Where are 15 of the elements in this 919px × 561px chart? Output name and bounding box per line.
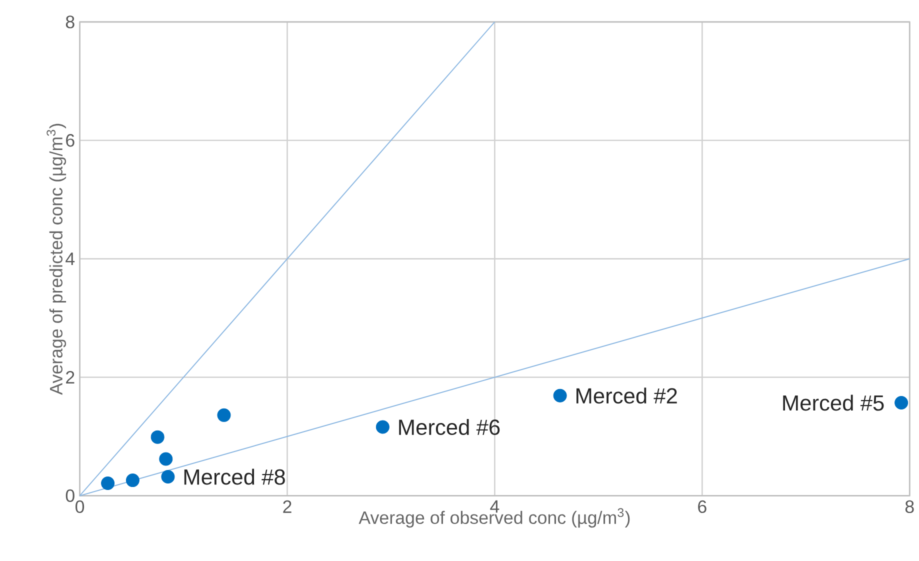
annotation: Merced #6	[399, 419, 500, 436]
annotation: Merced #8	[184, 468, 285, 486]
annotation: Merced #5	[783, 394, 884, 411]
y-tick-label: 4	[66, 252, 75, 266]
y-axis-title: Average of predicted conc (µg/m$^{3}$)	[46, 124, 66, 396]
y-tick-label: 0	[66, 490, 74, 502]
y-tick-label: 2	[66, 371, 74, 384]
y-tick-label: 8	[66, 16, 74, 28]
y-tick-label: 6	[66, 134, 74, 147]
x-tick-label: 6	[698, 500, 706, 514]
x-tick-label: 2	[283, 500, 292, 514]
x-tick-label: 4	[490, 500, 500, 513]
annotation: Merced #2	[576, 388, 677, 404]
x-tick-label: 8	[905, 500, 914, 514]
x-tick-label: 0	[76, 500, 84, 514]
